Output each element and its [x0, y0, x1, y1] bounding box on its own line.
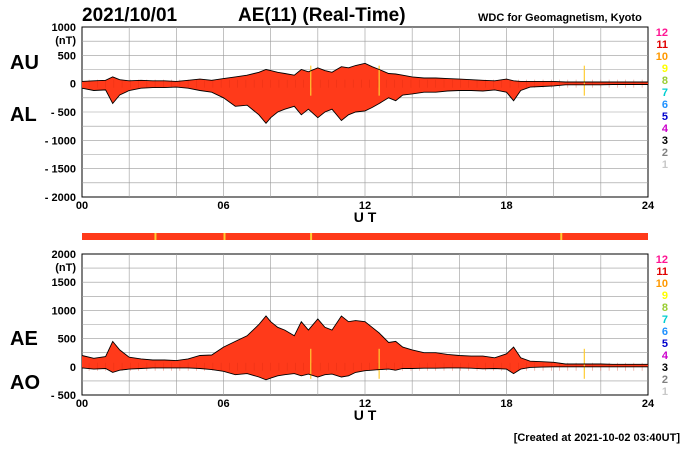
series-upper-line [81, 315, 648, 365]
station-legend-item: 12 [656, 254, 668, 266]
x-tick-label: 06 [217, 200, 229, 212]
y-tick-label: - 1000 [45, 135, 76, 147]
station-legend-item: 6 [662, 326, 668, 338]
station-legend-item: 11 [656, 266, 668, 278]
station-legend-item: 3 [662, 362, 668, 374]
station-legend-item: 4 [662, 350, 669, 362]
series-envelope [82, 63, 648, 124]
strip-highlight [560, 233, 563, 240]
station-legend-item: 10 [656, 278, 668, 290]
y-tick-label: 500 [58, 50, 76, 62]
station-legend-item: 9 [662, 63, 668, 75]
x-axis-label: U T [354, 209, 377, 225]
station-legend-item: 1 [662, 386, 668, 398]
x-tick-label: 24 [642, 200, 655, 212]
y-tick-label: - 1500 [45, 164, 76, 176]
station-legend-item: 7 [662, 87, 668, 99]
series-lower-line [81, 366, 648, 381]
station-legend-item: 9 [662, 290, 668, 302]
chart-date: 2021/10/01 [82, 5, 178, 26]
y-tick-label: 0 [70, 362, 76, 374]
series-lower-line [81, 84, 648, 125]
station-legend-item: 5 [662, 111, 668, 123]
y-tick-label: - 2000 [45, 192, 76, 204]
y-tick-label: 500 [58, 334, 76, 346]
x-tick-label: 18 [500, 398, 512, 410]
station-legend-item: 3 [662, 135, 668, 147]
station-legend-item: 5 [662, 338, 668, 350]
strip-highlight [154, 233, 157, 240]
y-axis-unit: (nT) [55, 262, 76, 274]
y-tick-label: 2000 [52, 249, 76, 261]
station-legend-item: 8 [662, 302, 668, 314]
series-envelope [82, 316, 648, 380]
station-legend-item: 8 [662, 75, 668, 87]
station-legend-item: 4 [662, 123, 669, 135]
created-timestamp: [Created at 2021-10-02 03:40UT] [513, 432, 680, 444]
station-legend-item: 12 [656, 27, 668, 39]
au-label: AU [10, 52, 39, 74]
station-legend-item: 1 [662, 159, 668, 171]
y-tick-label: 1500 [52, 277, 76, 289]
chart-title: AE(11) (Real-Time) [238, 5, 406, 26]
y-tick-label: 1000 [52, 22, 76, 34]
station-legend-item: 2 [662, 374, 668, 386]
station-legend-item: 6 [662, 99, 668, 111]
al-label: AL [10, 104, 37, 126]
strip-highlight [310, 233, 313, 240]
x-tick-label: 12 [359, 200, 371, 212]
x-tick-label: 24 [642, 398, 655, 410]
station-legend-item: 7 [662, 314, 668, 326]
y-tick-label: - 500 [51, 390, 76, 402]
data-source: WDC for Geomagnetism, Kyoto [478, 12, 642, 24]
strip-highlight [223, 233, 226, 240]
series-upper-line [81, 62, 648, 83]
index-strip [82, 233, 648, 240]
station-legend-item: 2 [662, 147, 668, 159]
x-tick-label: 06 [217, 398, 229, 410]
station-legend-item: 11 [656, 39, 668, 51]
x-tick-label: 12 [359, 398, 371, 410]
x-tick-label: 00 [76, 200, 88, 212]
ae-label: AE [10, 328, 38, 350]
x-tick-label: 18 [500, 200, 512, 212]
y-tick-label: - 500 [51, 107, 76, 119]
x-tick-label: 00 [76, 398, 88, 410]
x-axis-label: U T [354, 407, 377, 423]
y-axis-unit: (nT) [55, 35, 76, 47]
panel-au-al: 1000 500 0 - 500 - 1000 - 1500 - 2000 (nT) 00 06 1… [45, 22, 669, 225]
y-tick-label: 1000 [52, 305, 76, 317]
ao-label: AO [10, 372, 40, 394]
station-legend-item: 10 [656, 51, 668, 63]
y-tick-label: 0 [70, 79, 76, 91]
